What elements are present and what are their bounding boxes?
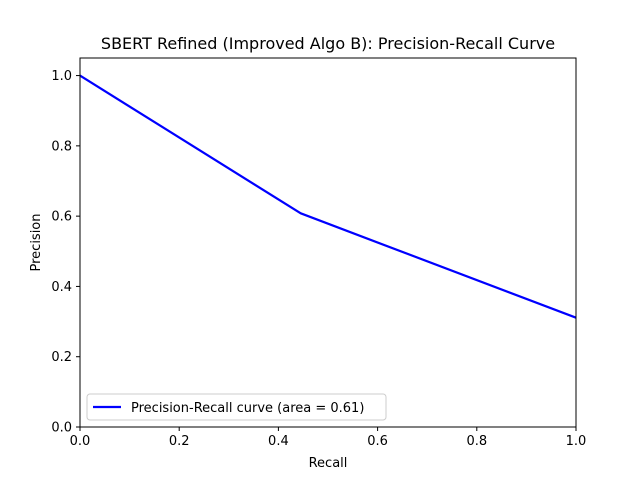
y-tick-label: 0.2 [51, 350, 72, 365]
x-tick-label: 0.4 [268, 434, 289, 449]
y-tick-label: 0.4 [51, 280, 72, 295]
plot-area [80, 58, 576, 427]
precision-recall-curve-line [79, 74, 577, 319]
y-axis-ticks: 0.0 0.2 0.4 0.6 0.8 1.0 [51, 69, 80, 436]
legend: Precision-Recall curve (area = 0.61) [86, 393, 387, 421]
y-tick-label: 0.8 [51, 139, 72, 154]
x-tick-label: 0.8 [466, 434, 487, 449]
chart-title: SBERT Refined (Improved Algo B): Precisi… [101, 34, 555, 53]
legend-entry-label: Precision-Recall curve (area = 0.61) [131, 401, 364, 416]
plot-frame [79, 57, 577, 428]
x-axis-label: Recall [309, 456, 348, 471]
x-axis-ticks: 0.0 0.2 0.4 0.6 0.8 1.0 [70, 427, 587, 449]
x-tick-label: 0.2 [169, 434, 190, 449]
y-tick-label: 1.0 [51, 69, 72, 84]
y-axis-label: Precision [29, 213, 44, 271]
legend-box [86, 393, 387, 421]
y-tick-label: 0.6 [51, 210, 72, 225]
x-tick-label: 1.0 [566, 434, 587, 449]
x-tick-label: 0.6 [367, 434, 388, 449]
x-tick-label: 0.0 [70, 434, 91, 449]
y-tick-label: 0.0 [51, 421, 72, 436]
